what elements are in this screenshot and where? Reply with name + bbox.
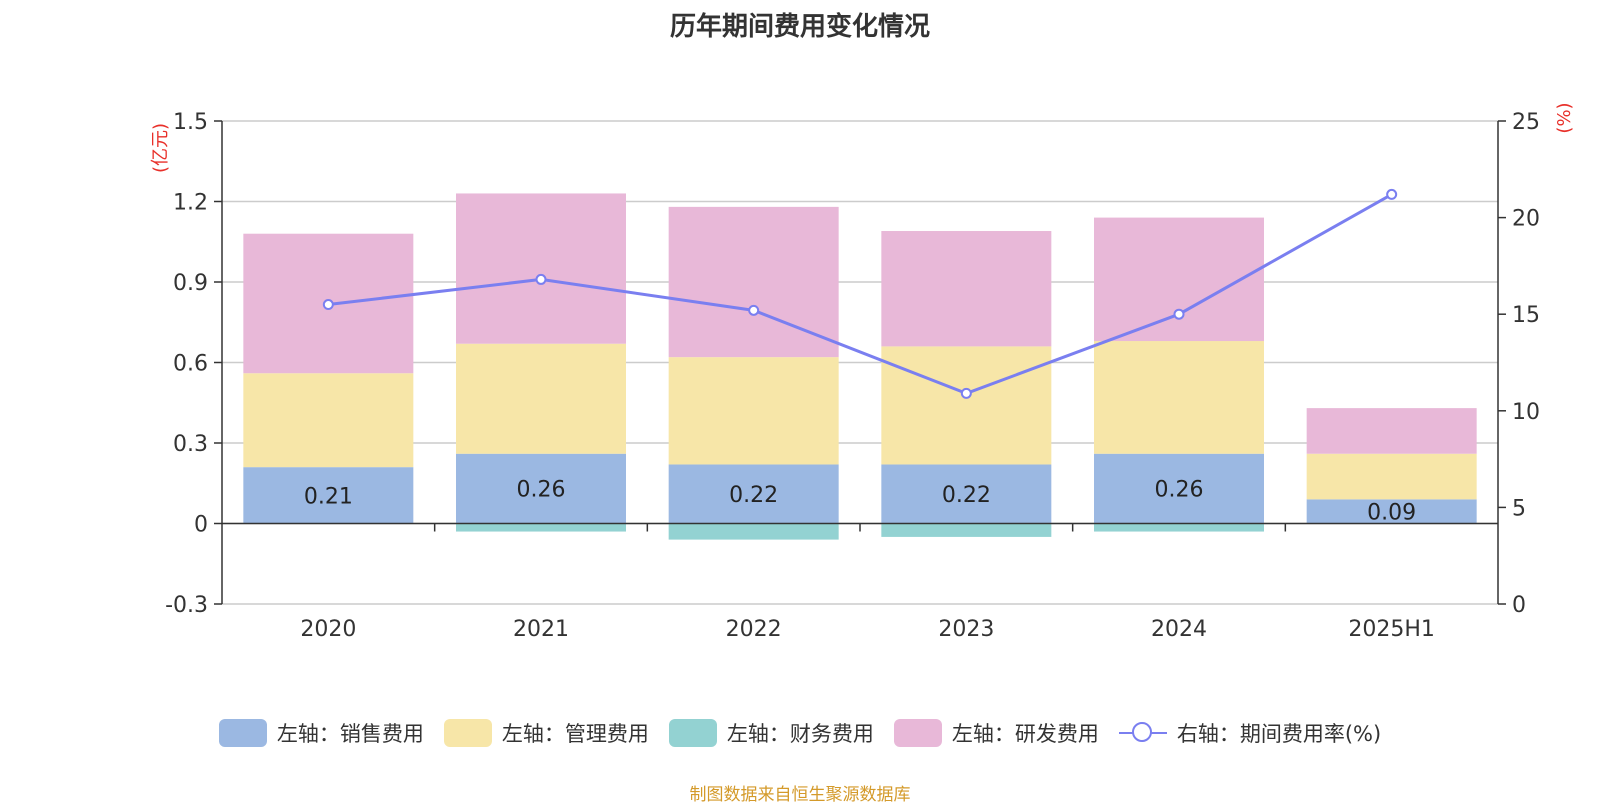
bar-data-label: 0.21 (304, 484, 353, 509)
left-axis-tick-label: 1.2 (173, 191, 208, 216)
right-axis-tick-label: 15 (1512, 303, 1540, 328)
bar-data-label: 0.22 (942, 483, 991, 508)
rate-point (1386, 188, 1398, 200)
bar-data-label: 0.22 (729, 483, 778, 508)
bar-segment (1306, 408, 1477, 454)
category-label: 2022 (726, 617, 782, 642)
category-label: 2021 (513, 617, 569, 642)
category-label: 2024 (1151, 617, 1207, 642)
bar-segment (243, 467, 414, 524)
bar-segment (668, 464, 839, 524)
left-axis-tick-label: 1.5 (173, 110, 208, 135)
bar-segment (1094, 217, 1264, 342)
left-axis-unit: (亿元) (150, 123, 171, 173)
bar-segment (1306, 499, 1477, 524)
chart-area: -0.3 0 0.3 0.6 0.9 1.2 1.5 0 5 10 15 20 25 (亿元) (%) 0.2… (150, 102, 1575, 642)
legend-swatch (893, 719, 942, 747)
category-label: 2023 (938, 617, 994, 642)
legend-label: 左轴：销售费用 (276, 722, 424, 746)
legend-label: 右轴：期间费用率(%) (1176, 722, 1382, 746)
legend-item[interactable]: 左轴：管理费用 (443, 718, 649, 748)
rate-point (1173, 308, 1185, 320)
bar-segment (243, 373, 414, 468)
bar-data-label: 0.09 (1367, 500, 1416, 525)
rate-line (328, 193, 1393, 396)
right-axis-tick-label: 25 (1512, 110, 1540, 135)
category-label: 2025H1 (1348, 617, 1435, 642)
legend: 左轴：销售费用 左轴：管理费用 左轴：财务费用 左轴：研发费用 右轴：期间费用率(%) (0, 718, 1600, 748)
rate-point (322, 299, 334, 311)
legend-swatch (443, 719, 492, 747)
legend-label: 左轴：研发费用 (951, 722, 1099, 746)
category-label: 2020 (300, 617, 356, 642)
bar-segment (668, 357, 839, 465)
left-axis-tick-label: 0.9 (173, 271, 208, 296)
bar-segment (456, 523, 626, 532)
bar-segment (881, 523, 1052, 537)
bar-data-label: 0.26 (517, 478, 566, 503)
rate-point (748, 304, 760, 316)
bar-segment (456, 343, 626, 454)
legend-item[interactable]: 左轴：研发费用 (893, 718, 1099, 748)
legend-swatch (668, 719, 717, 747)
rate-point (960, 387, 972, 399)
left-axis-tick-label: 0.3 (173, 432, 208, 457)
right-axis-tick-label: 5 (1512, 496, 1526, 521)
legend-swatch (1118, 719, 1167, 747)
right-axis-tick-label: 20 (1512, 207, 1540, 232)
right-axis-tick-label: 0 (1512, 593, 1526, 618)
right-axis-tick-label: 10 (1512, 400, 1540, 425)
legend-label: 左轴：财务费用 (726, 722, 874, 746)
bar-segment (1094, 341, 1264, 454)
rate-point (535, 273, 547, 285)
legend-item[interactable]: 右轴：期间费用率(%) (1118, 718, 1382, 748)
left-axis-tick-label: 0.6 (173, 352, 208, 377)
bar-data-label: 0.26 (1155, 478, 1204, 503)
bar-segment (881, 346, 1052, 465)
legend-label: 左轴：管理费用 (501, 722, 649, 746)
bar-segment (668, 523, 839, 540)
left-axis-tick-label: 0 (194, 513, 208, 538)
right-axis-unit: (%) (1554, 102, 1575, 133)
chart-title: 历年期间费用变化情况 (669, 12, 930, 42)
bar-segment (456, 453, 626, 524)
source-note: 制图数据来自恒生聚源数据库 (689, 785, 911, 805)
legend-item[interactable]: 左轴：财务费用 (668, 718, 874, 748)
bar-segment (456, 193, 626, 344)
left-axis-tick-label: -0.3 (165, 593, 208, 618)
legend-item[interactable]: 左轴：销售费用 (218, 718, 424, 748)
legend-swatch (218, 719, 267, 747)
bar-segment (881, 464, 1052, 524)
bar-segment (1094, 453, 1264, 524)
bar-segment (1094, 523, 1264, 532)
bar-segment (1306, 453, 1477, 500)
bar-segment (881, 231, 1052, 347)
